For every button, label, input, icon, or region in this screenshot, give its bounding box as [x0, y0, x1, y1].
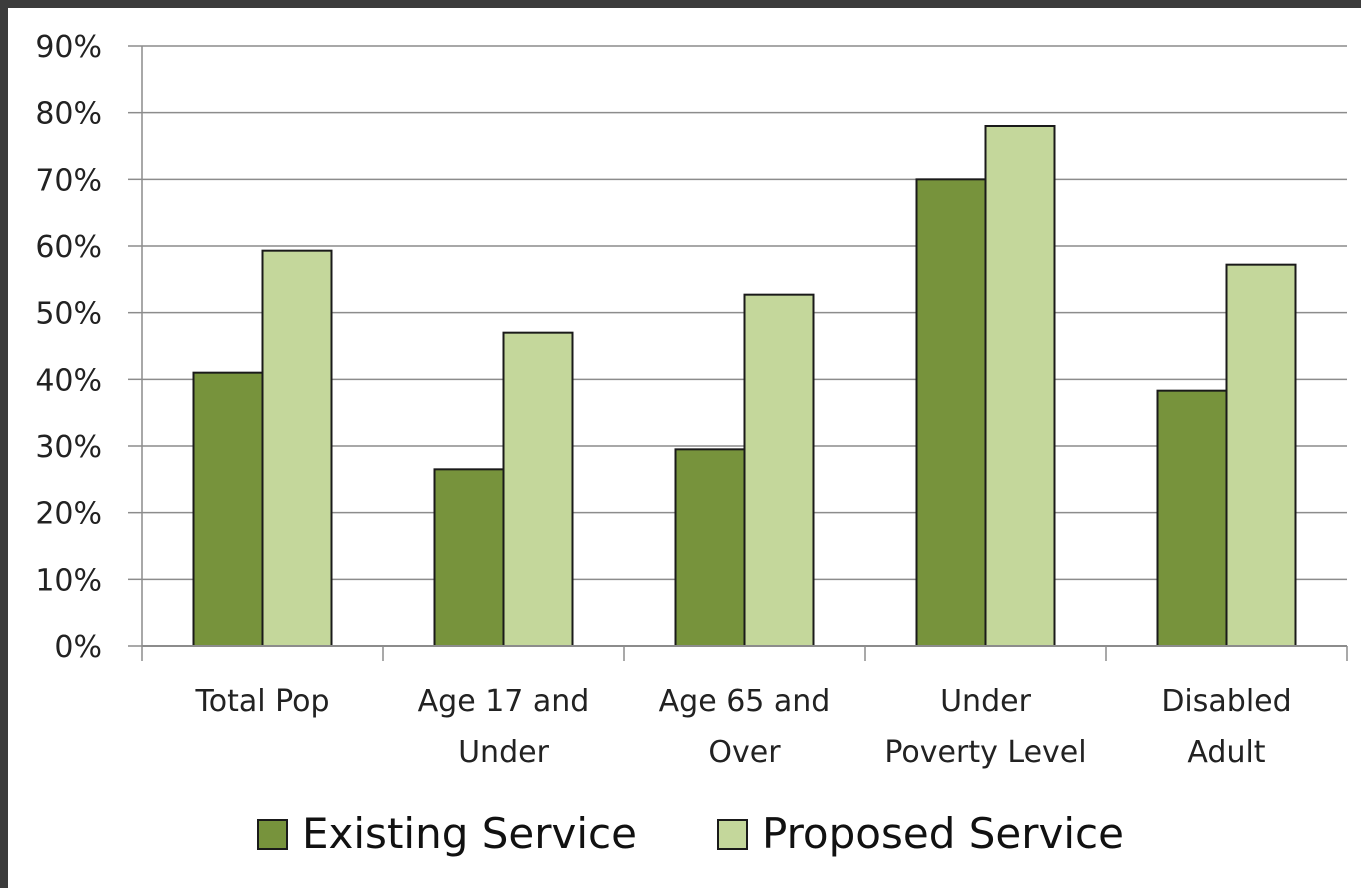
legend-swatch-proposed [717, 819, 748, 850]
y-tick-label: 50% [35, 297, 102, 332]
bar-existing [1156, 389, 1228, 647]
x-category-label: Poverty Level [884, 735, 1086, 770]
x-category-label: Under [940, 684, 1031, 719]
bar-proposed [502, 331, 574, 647]
bar-proposed [984, 125, 1056, 647]
bar-proposed [261, 249, 333, 648]
bar-chart: 0% 10% 20% 30% 40% 50% 60% 70% 80% 90% Total Pop A… [35, 30, 1348, 858]
x-category-label: Age 17 and [418, 684, 590, 719]
x-category-label: Adult [1187, 735, 1265, 770]
legend: Existing Service Proposed Service [257, 809, 1124, 858]
axes [141, 46, 1348, 661]
x-category-label: Age 65 and [659, 684, 831, 719]
bar-proposed [1225, 263, 1297, 647]
y-tick-label: 90% [35, 30, 102, 65]
y-tick-label: 70% [35, 163, 102, 198]
bars [192, 125, 1297, 648]
y-tick-label: 80% [35, 97, 102, 132]
y-tick-label: 30% [35, 430, 102, 465]
legend-label-proposed: Proposed Service [762, 809, 1124, 858]
x-axis-labels: Total Pop Age 17 and Under Age 65 and Over Un… [194, 684, 1291, 770]
bar-existing [674, 448, 746, 648]
x-category-label: Disabled [1161, 684, 1291, 719]
chart-panel: 0% 10% 20% 30% 40% 50% 60% 70% 80% 90% Total Pop A… [8, 8, 1361, 888]
bar-existing [192, 371, 264, 647]
y-tick-label: 20% [35, 497, 102, 532]
y-tick-label: 40% [35, 363, 102, 398]
x-category-label: Over [708, 735, 781, 770]
y-axis-ticks: 0% 10% 20% 30% 40% 50% 60% 70% 80% 90% [35, 30, 142, 665]
legend-label-existing: Existing Service [302, 809, 637, 858]
bar-existing [915, 178, 987, 647]
x-category-label: Total Pop [194, 684, 329, 719]
y-tick-label: 0% [54, 630, 102, 665]
x-category-label: Under [458, 735, 549, 770]
y-tick-label: 10% [35, 563, 102, 598]
bar-proposed [743, 293, 815, 647]
y-tick-label: 60% [35, 230, 102, 265]
bar-existing [433, 468, 505, 648]
legend-swatch-existing [257, 819, 288, 850]
